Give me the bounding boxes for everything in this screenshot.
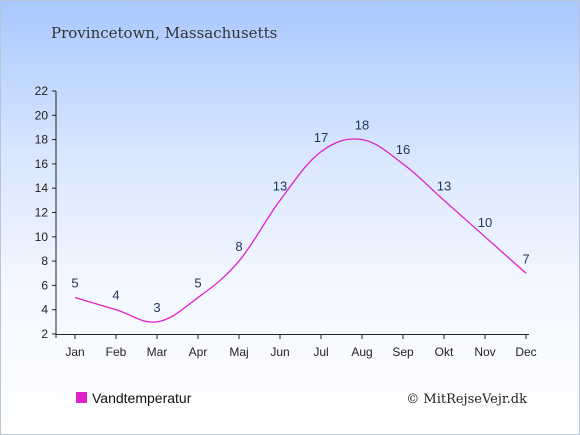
legend-swatch — [76, 392, 87, 403]
x-tick-label: Dec — [515, 345, 536, 359]
credit-text: © MitRejseVejr.dk — [406, 392, 527, 407]
x-tick-label: Maj — [229, 345, 248, 359]
data-label: 5 — [71, 276, 78, 291]
x-tick-label: Apr — [189, 345, 208, 359]
x-tick-label: Jan — [65, 345, 84, 359]
data-label: 18 — [355, 118, 369, 133]
x-tick-label: Feb — [106, 345, 127, 359]
y-tick-label: 22 — [35, 84, 49, 98]
y-tick-label: 2 — [41, 327, 48, 341]
data-label: 5 — [194, 276, 201, 291]
data-label: 17 — [314, 130, 328, 145]
y-tick-label: 12 — [35, 206, 49, 220]
x-tick-label: Aug — [351, 345, 372, 359]
x-axis-ticks: Jan Feb Mar Apr Maj Jun Jul Aug Sep Okt Nov Dec — [65, 334, 537, 359]
y-tick-label: 10 — [35, 230, 49, 244]
x-tick-label: Jun — [270, 345, 289, 359]
data-labels: 5 4 3 5 8 13 17 18 16 13 10 7 — [71, 118, 529, 315]
x-tick-label: Sep — [392, 345, 414, 359]
y-tick-label: 16 — [35, 157, 49, 171]
data-label: 13 — [273, 178, 287, 193]
legend: Vandtemperatur — [76, 390, 192, 406]
data-label: 13 — [437, 178, 451, 193]
data-label: 8 — [235, 239, 242, 254]
x-tick-label: Okt — [435, 345, 454, 359]
y-tick-label: 20 — [35, 108, 49, 122]
x-tick-label: Mar — [147, 345, 168, 359]
data-label: 4 — [112, 288, 119, 303]
data-label: 16 — [396, 142, 410, 157]
y-tick-label: 4 — [41, 303, 48, 317]
data-label: 3 — [153, 300, 160, 315]
x-tick-label: Nov — [474, 345, 495, 359]
axes — [55, 91, 529, 338]
series-group — [74, 138, 527, 323]
data-label: 10 — [478, 215, 492, 230]
y-tick-label: 14 — [35, 181, 49, 195]
legend-label: Vandtemperatur — [92, 390, 192, 406]
y-tick-label: 8 — [41, 254, 48, 268]
data-label: 7 — [522, 251, 529, 266]
y-tick-label: 6 — [41, 278, 48, 292]
chart-title: Provincetown, Massachusetts — [51, 24, 277, 42]
x-tick-label: Jul — [313, 345, 328, 359]
y-tick-label: 18 — [35, 133, 49, 147]
series-line — [74, 138, 527, 323]
y-axis-ticks: 2 4 6 8 10 12 14 16 18 20 22 — [35, 84, 56, 341]
